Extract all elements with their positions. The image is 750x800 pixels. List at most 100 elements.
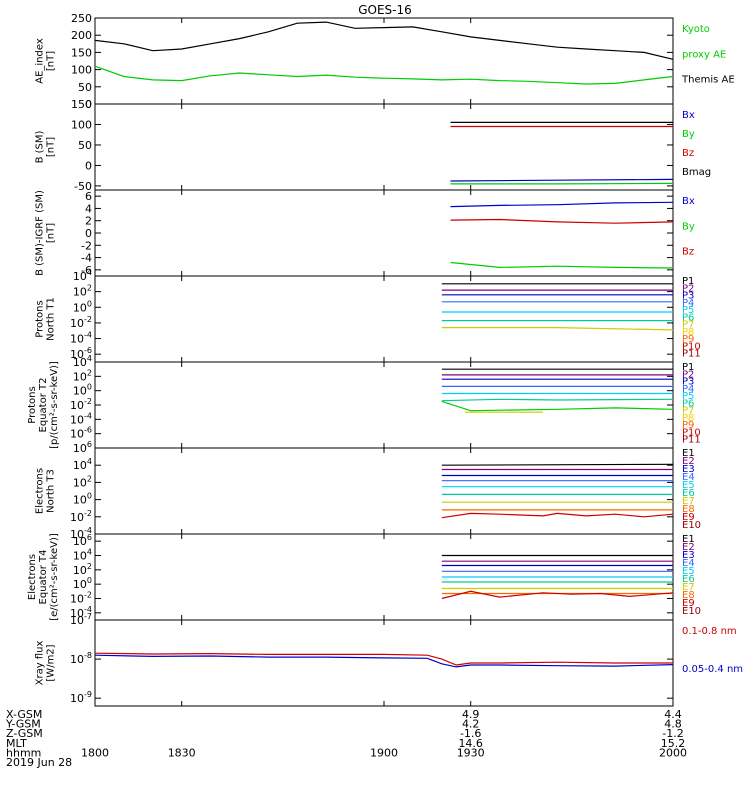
legend-entry: Bx — [682, 110, 695, 121]
y-tick-label: 4 — [85, 202, 92, 215]
orbit-value-1930: 14.6 — [458, 737, 483, 750]
y-tick-label: 0 — [85, 227, 92, 240]
orbit-value-2000: 4.8 — [664, 718, 682, 731]
series-line-9 — [441, 512, 674, 519]
legend-entry: P2 — [682, 369, 694, 380]
legend-entry: P8 — [682, 327, 694, 338]
orbit-value-2000: 4.4 — [664, 708, 682, 721]
x-tick-label: 1830 — [168, 746, 196, 759]
y-axis-label: Protons — [35, 300, 46, 337]
legend-entry: 0.1-0.8 nm — [682, 626, 737, 637]
y-axis-label: Electrons — [27, 554, 38, 600]
legend-entry: P10 — [682, 341, 701, 352]
series-line-2 — [94, 654, 674, 668]
y-axis-label: Protons — [27, 386, 38, 423]
legend-entry: E6 — [682, 574, 695, 585]
legend-entry: P5 — [682, 391, 694, 402]
y-tick-label: 10-6 — [70, 426, 92, 441]
legend-entry: P2 — [682, 283, 694, 294]
legend-entry: P9 — [682, 420, 694, 431]
y-axis-label: [W/m2] — [46, 644, 57, 681]
legend-entry: Bx — [682, 196, 695, 207]
y-tick-label: 10-2 — [70, 397, 92, 412]
series-line-2 — [94, 65, 674, 85]
date-label: 2019 Jun 28 — [6, 756, 72, 769]
series-line-3 — [450, 261, 674, 269]
legend-entry: E2 — [682, 542, 695, 553]
panel-1: 0 50 100 150 200 250 AE_index [nT] Kyoto proxy AE… — [35, 12, 735, 111]
legend-entry: P7 — [682, 320, 694, 331]
y-axis-label: B (SM) — [35, 130, 46, 163]
y-tick-label: 10-9 — [70, 690, 92, 705]
orbit-row-label: Z-GSM — [6, 727, 43, 740]
legend-entry: Bz — [682, 148, 694, 159]
y-tick-label: -50 — [74, 180, 92, 193]
y-axis-label: Equator T2 — [38, 378, 49, 433]
y-tick-label: 10-2 — [70, 591, 92, 606]
y-tick-label: 104 — [73, 457, 92, 472]
legend-entry: Bz — [682, 247, 694, 258]
legend-entry: P9 — [682, 334, 694, 345]
y-tick-label: 100 — [71, 64, 92, 77]
y-tick-label: 102 — [73, 284, 92, 299]
orbit-row-label: hhmm — [6, 746, 41, 759]
y-axis-label: [p/(cm²-s-sr-keV)] — [49, 361, 60, 449]
legend-entry: By — [682, 129, 695, 140]
series-line-6 — [441, 398, 674, 402]
y-tick-label: 106 — [73, 440, 92, 455]
panel-frame — [94, 189, 674, 277]
y-tick-label: 50 — [78, 81, 92, 94]
panel-frame — [94, 275, 674, 363]
legend-entry: P11 — [682, 349, 701, 360]
orbit-value-2000: -1.2 — [662, 727, 683, 740]
y-axis-label: Electrons — [35, 468, 46, 514]
y-tick-label: 10-7 — [70, 612, 92, 627]
y-tick-label: 100 — [73, 492, 92, 507]
legend-entry: E7 — [682, 582, 695, 593]
plot-title: GOES-16 — [358, 3, 412, 17]
orbit-value-2000: 15.2 — [661, 737, 686, 750]
legend-entry: P11 — [682, 435, 701, 446]
panel-8: 10-7 10-8 10-9 Xray flux [W/m2] 0.1-0.8 nm 0.0… — [35, 612, 743, 707]
y-tick-label: 200 — [71, 29, 92, 42]
legend-entry: By — [682, 221, 695, 232]
x-tick-label: 1930 — [457, 746, 485, 759]
legend-entry: E2 — [682, 456, 695, 467]
legend-entry: P3 — [682, 291, 694, 302]
orbit-footer: 1800 1830 1900 1930 2000 X-GSM 4.9 4.4 Y-GSM 4.2 4… — [5, 708, 687, 769]
legend-entry: P5 — [682, 305, 694, 316]
series-line-4 — [450, 182, 674, 185]
panel-2: -50 0 50 100 150 B (SM) [nT] Bx By Bz Bmag — [35, 98, 712, 193]
legend-entry: E1 — [682, 534, 695, 545]
legend-entry: E5 — [682, 566, 695, 577]
y-tick-label: 10-4 — [70, 411, 92, 426]
y-axis-label: North T3 — [46, 469, 57, 513]
legend-entry: E1 — [682, 448, 695, 459]
y-tick-label: 10-2 — [70, 509, 92, 524]
series-line-7 — [441, 400, 674, 412]
series-line-1 — [94, 21, 674, 60]
y-tick-label: 0 — [85, 98, 92, 111]
y-tick-label: 100 — [73, 576, 92, 591]
y-axis-label: [nT] — [46, 51, 57, 71]
y-tick-label: 150 — [71, 98, 92, 111]
y-axis-label: [nT] — [46, 223, 57, 243]
y-axis-label: [nT] — [46, 137, 57, 157]
legend-entry: E8 — [682, 590, 695, 601]
legend-entry: E10 — [682, 520, 701, 531]
y-tick-label: 104 — [73, 548, 92, 563]
legend-entry: Themis AE — [681, 75, 735, 86]
legend-entry: P4 — [682, 298, 694, 309]
series-line-1 — [441, 463, 674, 466]
y-tick-label: 104 — [73, 268, 92, 283]
y-axis-label: Xray flux — [35, 641, 46, 686]
legend-entry: E10 — [682, 606, 701, 617]
legend-entry: 0.05-0.4 nm — [682, 664, 743, 675]
y-tick-label: 50 — [78, 139, 92, 152]
x-tick-label: 2000 — [659, 746, 687, 759]
x-tick-label: 1900 — [370, 746, 398, 759]
